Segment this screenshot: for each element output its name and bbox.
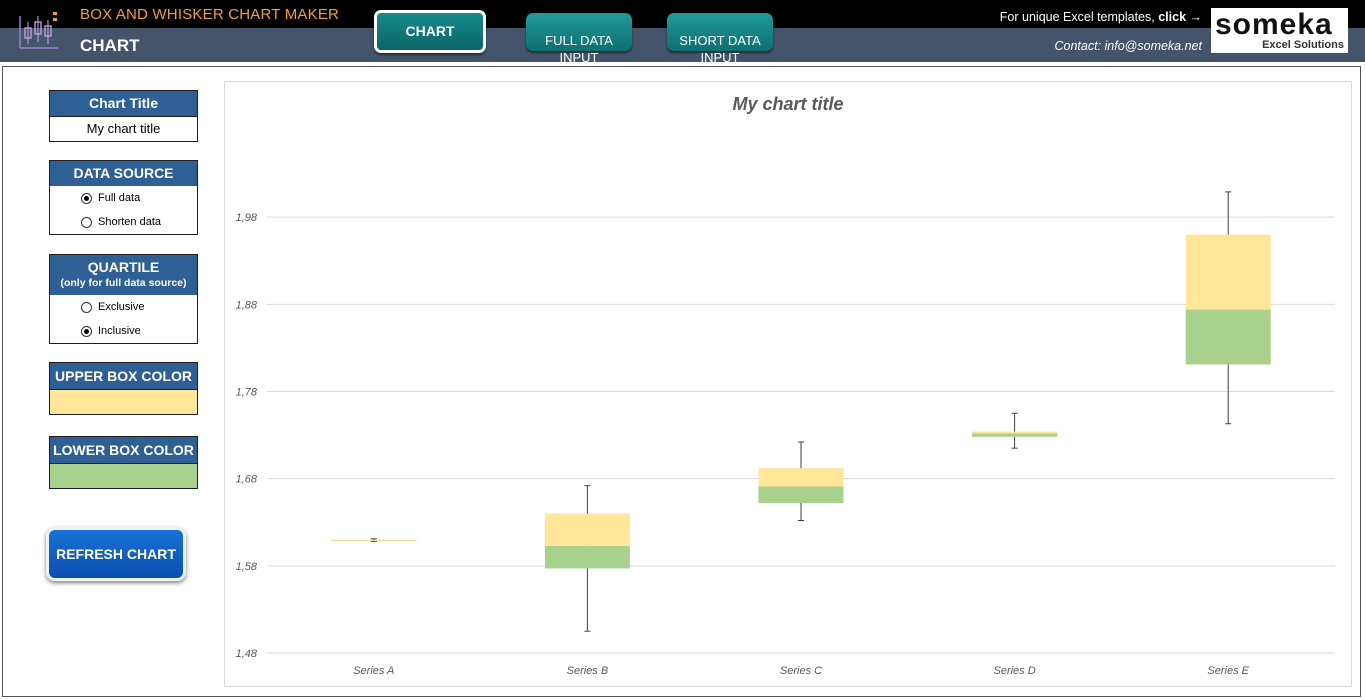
y-tick-label: 1,78 (236, 387, 258, 399)
promo-text: For unique Excel templates, click → (1000, 10, 1202, 24)
x-category-label: Series B (567, 665, 609, 677)
option-label: Full data (98, 192, 141, 204)
y-tick-label: 1,68 (236, 474, 258, 486)
lower-box (758, 486, 844, 504)
someka-logo[interactable]: someka Excel Solutions (1211, 8, 1348, 53)
lower-box (544, 545, 630, 569)
chart-title-input[interactable]: My chart title (50, 116, 197, 141)
nav-full-data-input-label: FULL DATA INPUT (545, 33, 613, 65)
nav-chart-button[interactable]: CHART (374, 10, 486, 53)
option-label: Exclusive (98, 301, 145, 313)
lower-box (1185, 309, 1271, 365)
box-chart-logo-icon (16, 8, 62, 54)
box-whisker-chart: 1,48 1,58 1,68 1,78 1,88 1,98 Series A Series B… (236, 191, 1335, 677)
data-source-shorten-option[interactable]: Shorten data (50, 210, 197, 234)
data-source-full-option[interactable]: Full data (50, 186, 197, 210)
upper-box (758, 468, 844, 487)
upper-box (544, 513, 630, 546)
page-title: CHART (80, 36, 140, 55)
quartile-title: QUARTILE (87, 259, 160, 275)
chart-title-heading: Chart Title (50, 91, 197, 116)
radio-unselected-icon[interactable] (81, 301, 92, 313)
chart-title: My chart title (732, 94, 844, 114)
content-frame (2, 66, 1361, 697)
upper-box (1185, 234, 1271, 310)
app-title: BOX AND WHISKER CHART MAKER (80, 6, 340, 23)
nav-chart-label: CHART (405, 23, 455, 39)
upper-box (972, 431, 1058, 434)
chart-title-panel: Chart Title My chart title (49, 90, 198, 142)
brand-name: someka (1215, 8, 1333, 41)
radio-unselected-icon[interactable] (81, 216, 92, 228)
x-category-label: Series E (1207, 665, 1249, 677)
upper-box-color-panel: UPPER BOX COLOR (49, 362, 198, 415)
quartile-note: (only for full data source) (60, 277, 187, 289)
promo-link[interactable]: click → (1158, 10, 1202, 24)
quartile-exclusive-option[interactable]: Exclusive (50, 295, 197, 319)
y-tick-label: 1,98 (236, 212, 258, 224)
brand-subtitle: Excel Solutions (1262, 39, 1344, 51)
data-source-heading: DATA SOURCE (50, 161, 197, 186)
radio-selected-icon[interactable] (81, 192, 92, 204)
y-tick-label: 1,48 (236, 648, 258, 660)
y-tick-label: 1,88 (236, 299, 258, 311)
promo-label: For unique Excel templates, (999, 10, 1159, 24)
lower-box-color-heading: LOWER BOX COLOR (50, 437, 197, 463)
quartile-panel: QUARTILE (only for full data source) Exc… (49, 254, 198, 344)
lower-box-color-swatch[interactable] (50, 463, 197, 488)
quartile-inclusive-option[interactable]: Inclusive (50, 319, 197, 343)
nav-short-data-input-label: SHORT DATA INPUT (679, 33, 761, 65)
lower-box-color-panel: LOWER BOX COLOR (49, 436, 198, 489)
refresh-chart-button[interactable]: REFRESH CHART (46, 527, 186, 581)
x-category-label: Series A (353, 665, 394, 677)
option-label: Shorten data (98, 216, 161, 228)
radio-selected-icon[interactable] (81, 325, 92, 337)
quartile-heading: QUARTILE (only for full data source) (50, 255, 197, 295)
x-category-label: Series D (994, 665, 1036, 677)
contact-email[interactable]: Contact: info@someka.net (1054, 39, 1203, 53)
x-category-label: Series C (780, 665, 822, 677)
option-label: Inclusive (98, 325, 141, 337)
upper-box-color-swatch[interactable] (50, 389, 197, 414)
data-source-panel: DATA SOURCE Full data Shorten data (49, 160, 198, 235)
nav-full-data-input-button[interactable]: FULL DATA INPUT (526, 13, 632, 65)
y-tick-label: 1,58 (236, 561, 258, 573)
lower-box (972, 433, 1058, 437)
upper-box-color-heading: UPPER BOX COLOR (50, 363, 197, 389)
nav-short-data-input-button[interactable]: SHORT DATA INPUT (667, 13, 773, 65)
upper-box (331, 539, 417, 541)
chart-area: My chart title 1,48 1,58 1,68 1,78 1,88 1,98 S… (224, 81, 1352, 687)
